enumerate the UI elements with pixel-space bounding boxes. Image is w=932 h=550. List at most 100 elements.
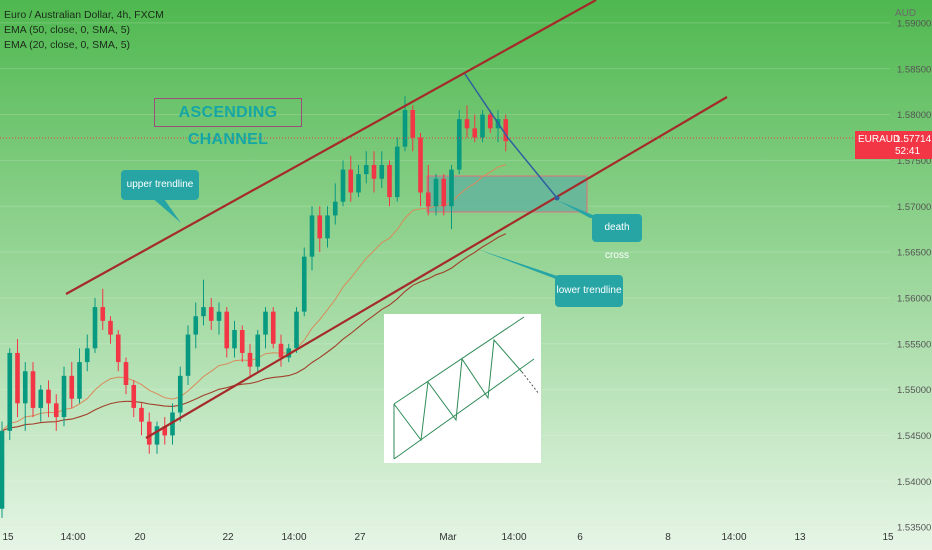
candle-body — [294, 311, 299, 349]
candle-body — [286, 348, 292, 358]
death-cross-callout[interactable]: death cross — [592, 214, 642, 261]
candle-body — [92, 307, 98, 349]
candle-body — [0, 430, 5, 509]
time-axis: 15 14:00 20 22 14:00 27 Mar 14:00 6 8 14:00 13 15 — [2, 532, 894, 543]
candle-body — [425, 192, 431, 207]
candles — [0, 96, 509, 518]
ema-50-legend: EMA (50, close, 0, SMA, 5) — [4, 24, 131, 36]
candle-body — [239, 330, 245, 353]
candle-body — [170, 412, 175, 436]
price-tick-label: 1.56000 — [897, 293, 931, 304]
last-price-tag: EURAUD 1.57714 52:41 — [855, 131, 932, 159]
ema-50-line — [1, 233, 507, 432]
price-tick-label: 1.55000 — [897, 385, 931, 396]
candle-body — [309, 215, 315, 257]
candle-body — [247, 352, 253, 367]
ema-20-line — [1, 164, 506, 432]
candle-body — [356, 174, 361, 193]
upper-trendline-callout[interactable]: upper trendline — [121, 170, 199, 200]
candle-body — [77, 362, 82, 399]
candle-body — [84, 348, 90, 363]
candle-body — [449, 169, 454, 207]
candle-body — [348, 169, 354, 193]
candle-body — [325, 215, 330, 239]
price-tag-countdown: 52:41 — [895, 146, 921, 157]
projection-line[interactable] — [464, 73, 558, 199]
time-tick-label: 14:00 — [60, 532, 85, 543]
price-tick-label: 1.58500 — [897, 64, 931, 75]
candle-body — [441, 178, 447, 207]
channel-illustration-svg — [393, 316, 540, 460]
candle-body — [379, 165, 385, 179]
candle-body — [224, 311, 230, 349]
price-tick-label: 1.58000 — [897, 110, 931, 121]
candle-body — [38, 389, 44, 408]
price-tick-label: 1.54000 — [897, 477, 931, 488]
lower-trendline-callout-tail — [477, 249, 566, 279]
lower-trendline-callout[interactable]: lower trendline — [555, 275, 623, 307]
candle-body — [394, 146, 400, 198]
candle-body — [456, 119, 462, 170]
time-tick-label: Mar — [439, 532, 457, 543]
time-tick-label: 13 — [794, 532, 806, 543]
time-tick-label: 14:00 — [281, 532, 306, 543]
candle-body — [69, 375, 75, 399]
candle-body — [464, 119, 470, 129]
price-tick-label: 1.55500 — [897, 339, 931, 350]
candle-body — [402, 110, 408, 147]
candle-body — [46, 389, 51, 404]
candle-body — [146, 421, 152, 445]
price-tick-label: 1.59000 — [897, 18, 931, 29]
candle-body — [53, 403, 59, 418]
price-tag-symbol: EURAUD — [858, 134, 901, 145]
candle-body — [487, 114, 493, 129]
price-tick-label: 1.53500 — [897, 523, 931, 534]
time-tick-label: 20 — [134, 532, 146, 543]
lower-trendline[interactable] — [145, 96, 728, 439]
candle-body — [185, 334, 191, 376]
candle-body — [332, 201, 338, 216]
candle-body — [123, 362, 129, 385]
candle-body — [201, 307, 206, 317]
ema-layer — [1, 164, 507, 432]
time-tick-label: 14:00 — [721, 532, 746, 543]
ema-20-legend: EMA (20, close, 0, SMA, 5) — [4, 39, 131, 51]
time-tick-label: 14:00 — [501, 532, 526, 543]
upper-trendline-callout-tail — [150, 196, 181, 223]
candle-body — [108, 320, 113, 335]
time-tick-label: 22 — [222, 532, 234, 543]
candle-body — [22, 371, 28, 404]
candle-body — [472, 128, 478, 138]
illustration-zigzag — [393, 338, 523, 442]
candle-body — [232, 330, 237, 349]
illustration-breakout-arrow — [521, 371, 540, 395]
candle-body — [480, 114, 485, 138]
time-tick-label: 8 — [665, 532, 671, 543]
candle-body — [61, 375, 67, 418]
chart-title-annotation: ASCENDING CHANNEL — [154, 98, 302, 148]
candle-body — [410, 110, 416, 138]
price-tick-label: 1.54500 — [897, 431, 931, 442]
time-tick-label: 6 — [577, 532, 583, 543]
upper-trendline[interactable] — [65, 0, 597, 295]
time-tick-label: 27 — [354, 532, 366, 543]
illustration-upper-line — [393, 316, 525, 405]
currency-unit: AUD — [895, 8, 917, 19]
illustration-lower-line — [393, 358, 535, 460]
candle-body — [177, 375, 183, 413]
candle-body — [131, 385, 137, 408]
time-tick-label: 15 — [2, 532, 14, 543]
candle-body — [371, 165, 377, 179]
symbol-title: Euro / Australian Dollar, 4h, FXCM — [4, 9, 164, 21]
death-cross-point — [554, 195, 560, 201]
candle-body — [301, 256, 307, 312]
time-tick-label: 15 — [882, 532, 894, 543]
candle-body — [162, 426, 168, 436]
candle-body — [15, 352, 20, 404]
candle-body — [193, 316, 199, 335]
candle-body — [216, 311, 222, 321]
candle-body — [433, 178, 439, 207]
